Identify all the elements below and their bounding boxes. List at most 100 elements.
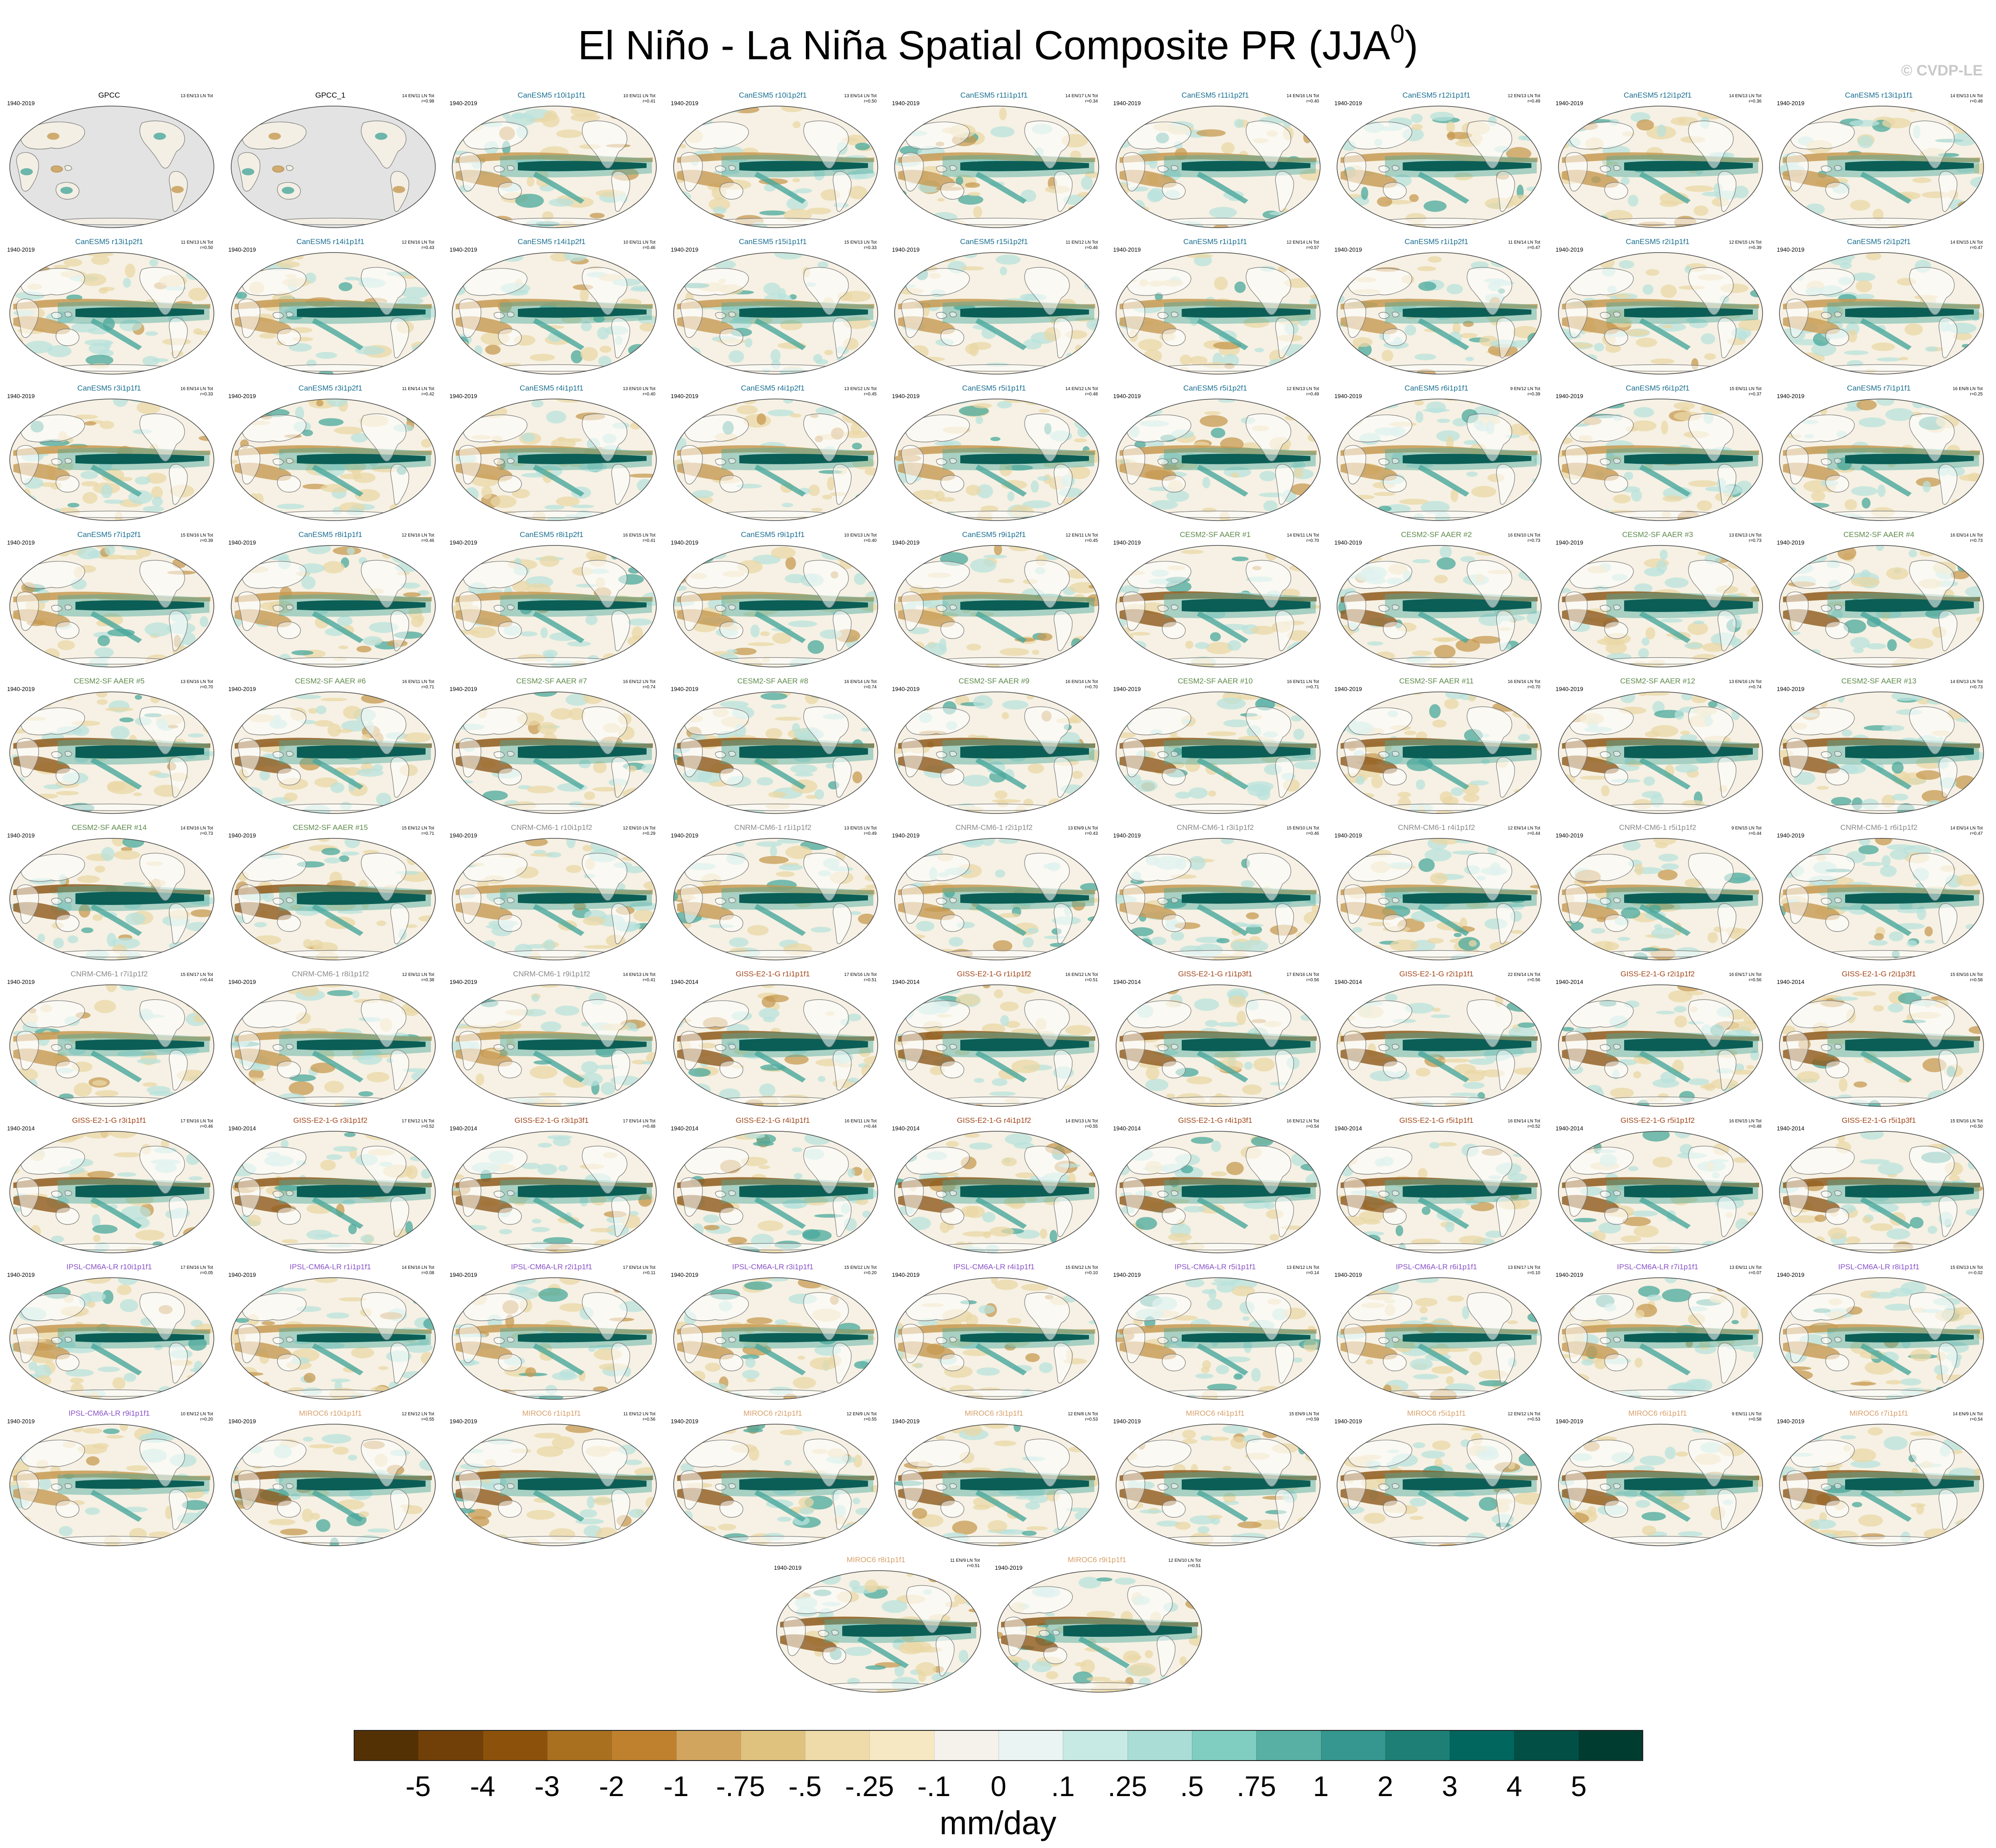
dry-anomaly-patch [765,728,782,739]
wet-anomaly-patch [1022,500,1051,509]
wet-anomaly-patch [1674,710,1684,720]
dry-anomaly-patch [1337,361,1357,366]
wet-anomaly-patch [581,1061,598,1074]
coastline [285,1044,294,1050]
dry-anomaly-patch [1953,332,1972,340]
dry-anomaly-patch [1791,1094,1799,1104]
dry-anomaly-patch [736,405,758,415]
wet-anomaly-patch [234,985,260,992]
map-border [894,106,1099,228]
dry-anomaly-patch [1950,570,1970,580]
dry-anomaly-patch [1206,731,1237,736]
wet-anomaly-patch [1558,206,1578,218]
robinson-map [673,691,878,814]
dry-anomaly-patch [686,1086,701,1093]
wet-anomaly-patch [149,259,158,267]
wet-anomaly-patch [1466,471,1478,477]
panel-period: 1940-2019 [1777,393,1805,399]
wet-anomaly-patch [1057,548,1067,553]
wet-anomaly-patch [733,316,754,322]
wet-spcz-band [975,611,1027,643]
wet-anomaly-patch [1416,779,1425,790]
coastline [1161,475,1186,493]
coastline [582,706,627,754]
dry-anomaly-patch [193,547,205,553]
dry-anomaly-patch [1599,257,1615,269]
dry-anomaly-patch [843,430,870,438]
coastline [1938,757,1957,798]
dry-anomaly-patch [1214,276,1228,290]
wet-anomaly-patch [323,857,341,864]
coastline [1157,165,1169,173]
wet-anomaly-patch [1887,639,1897,652]
dry-anomaly-patch [1072,348,1096,361]
wet-anomaly-patch [854,840,866,845]
dry-anomaly-patch [1454,172,1473,181]
coastline [1392,458,1400,464]
wet-anomaly-patch [288,343,312,352]
coastline [680,591,703,631]
coastline [458,1031,481,1070]
wet-anomaly-patch [402,1068,429,1072]
panel-period: 1940-2019 [228,246,256,253]
wet-spcz-band [975,465,1027,497]
dry-anomaly-patch [429,626,435,632]
panel-period: 1940-2019 [228,539,256,546]
dry-anomaly-patch [1179,355,1191,365]
dry-anomaly-patch [1716,517,1740,521]
wet-anomaly-patch [389,551,403,559]
wet-anomaly-patch [1304,223,1320,228]
dry-anomaly-patch [1930,255,1943,260]
dry-anomaly-patch [621,856,651,861]
dry-anomaly-patch [1886,567,1909,580]
dry-anomaly-patch [1512,326,1538,338]
panel-title: CESM2-SF AAER #8 [737,677,809,685]
wet-anomaly-patch [790,764,817,774]
robinson-map [230,691,436,814]
wet-anomaly-patch [85,355,114,366]
panel-pattern-correlation: r=0.34 [1085,99,1098,104]
map-border [1115,252,1321,375]
coastline [611,903,630,944]
wet-anomaly-patch [1060,368,1079,373]
map-border [894,252,1099,375]
wet-anomaly-patch [1269,359,1287,368]
map-panel: GPCC 1940-2019 13 EN/13 LN Tot [4,91,215,233]
robinson-map [452,691,657,814]
wet-anomaly-patch [1138,217,1148,228]
dry-anomaly-patch [643,881,656,890]
coastline [680,445,703,485]
wet-anomaly-patch [567,641,591,647]
wet-anomaly-patch [1563,809,1577,813]
dry-anomaly-patch [780,320,802,331]
wet-anomaly-patch [1234,281,1246,293]
wet-anomaly-patch [1356,776,1365,785]
robinson-map [9,545,214,667]
map-panel: CESM2-SF AAER #6 1940-2019 16 EN/11 LN Tot… [225,677,436,819]
dry-anomaly-patch [237,510,262,520]
dry-anomaly-patch [1967,550,1981,558]
wet-anomaly-patch [1076,561,1099,568]
dry-anomaly-patch [1069,989,1097,996]
wet-spcz-band [533,172,584,204]
panel-event-counts: 16 EN/16 LN Tot [1507,679,1540,684]
wet-anomaly-patch [1269,211,1297,216]
coastline [1604,914,1628,932]
dry-anomaly-patch [11,939,28,949]
dry-anomaly-patch [1820,658,1834,664]
wet-anomaly-patch [1081,176,1093,190]
coastline [1383,475,1407,493]
panel-title: CanESM5 r9i1p1f1 [741,530,805,539]
dry-anomaly-patch [1121,563,1135,574]
panel-pattern-correlation: r=0.51 [864,978,877,983]
robinson-map [1337,106,1542,228]
map-border [1115,545,1321,667]
dry-anomaly-patch [1251,625,1275,635]
wet-spcz-band [1639,904,1691,936]
wet-anomaly-patch [1886,844,1915,850]
panel-pattern-correlation: r=0.38 [421,978,434,983]
dry-anomaly-patch [1294,468,1303,478]
coastline [940,328,964,346]
dry-anomaly-patch [121,847,133,852]
map-panel: CanESM5 r4i1p2f1 1940-2019 13 EN/12 LN Tot… [667,384,879,526]
